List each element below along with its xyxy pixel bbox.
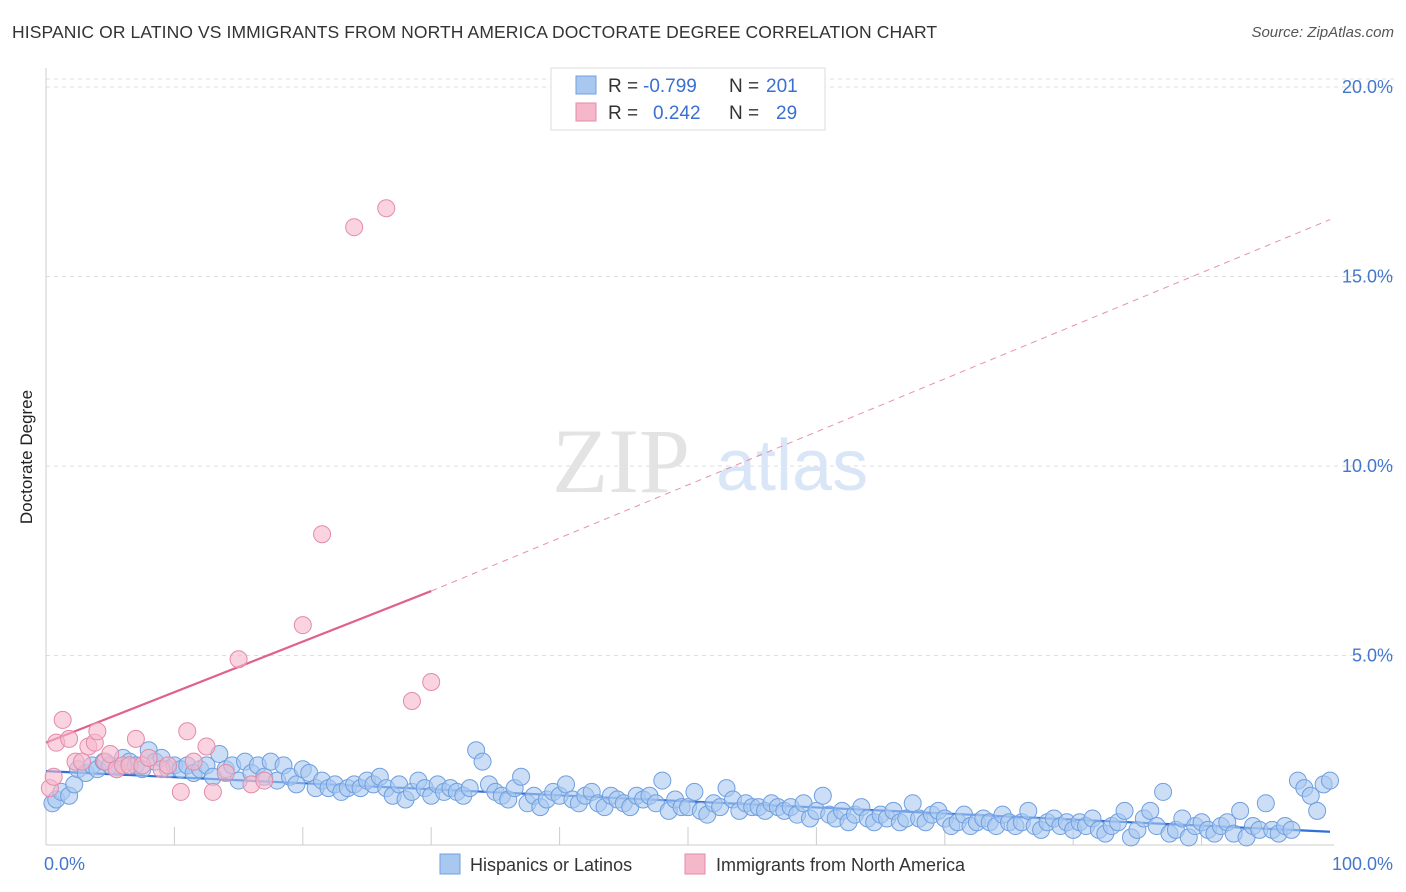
y-axis-title: Doctorate Degree: [17, 390, 36, 524]
series-hispanics-points: [43, 741, 1339, 847]
x-tick-label-max: 100.0%: [1332, 854, 1393, 874]
legend-r-value-pink: 0.242: [653, 103, 701, 124]
hispanics-point-190: [1256, 794, 1275, 813]
hispanics-point-96: [653, 771, 672, 790]
legend-r-label-blue: R =: [608, 76, 638, 97]
immigrants-point-20: [171, 782, 190, 801]
trend-line-immigrants-extension: [431, 219, 1331, 592]
hispanics-point-39: [287, 775, 306, 794]
immigrants-point-1: [44, 767, 63, 786]
y-tick-label-15: 15.0%: [1342, 266, 1393, 286]
hispanics-point-81: [557, 775, 576, 794]
y-tick-label-20: 20.0%: [1342, 77, 1393, 97]
hispanics-point-197: [1301, 786, 1320, 805]
legend-swatch-blue: [575, 75, 597, 95]
axes: [45, 68, 1334, 846]
gridlines: [46, 78, 1394, 845]
watermark-zip: ZIP: [552, 410, 690, 512]
immigrants-point-17: [139, 748, 158, 767]
immigrants-point-11: [101, 745, 120, 764]
immigrants-point-29: [293, 616, 312, 635]
watermark-atlas: atlas: [716, 426, 868, 506]
immigrants-point-23: [197, 737, 216, 756]
hispanics-point-135: [903, 794, 922, 813]
immigrants-point-32: [377, 199, 396, 218]
y-tick-label-5: 5.0%: [1352, 645, 1393, 665]
immigrants-point-22: [184, 752, 203, 771]
hispanics-point-198: [1308, 801, 1327, 820]
watermark: ZIP atlas: [552, 410, 868, 512]
immigrants-point-19: [158, 756, 177, 775]
immigrants-point-3: [53, 710, 72, 729]
legend-swatch-pink: [575, 102, 597, 122]
series-legend: Hispanics or Latinos Immigrants from Nor…: [439, 853, 966, 875]
legend-n-label-blue: N =: [729, 76, 759, 97]
hispanics-point-186: [1231, 801, 1250, 820]
legend-n-label-pink: N =: [729, 103, 759, 124]
trend-lines: [45, 219, 1331, 833]
x-tick-labels: 0.0% 100.0%: [44, 854, 1393, 874]
hispanics-point-153: [1019, 801, 1038, 820]
hispanics-point-66: [460, 779, 479, 798]
y-tick-labels: 5.0% 10.0% 15.0% 20.0%: [1342, 77, 1393, 666]
legend-r-value-blue: -0.799: [643, 76, 697, 97]
bottom-legend-swatch-pink: [684, 853, 706, 875]
hispanics-point-200: [1321, 771, 1339, 790]
hispanics-point-168: [1115, 801, 1134, 820]
source-credit: Source: ZipAtlas.com: [1251, 24, 1394, 41]
immigrants-point-6: [72, 752, 91, 771]
immigrants-point-31: [345, 218, 364, 237]
immigrants-point-28: [255, 771, 274, 790]
immigrants-point-9: [88, 722, 107, 741]
immigrants-point-33: [402, 691, 421, 710]
legend-r-label-pink: R =: [608, 103, 638, 124]
immigrants-point-26: [229, 650, 248, 669]
y-tick-label-10: 10.0%: [1342, 456, 1393, 476]
immigrants-point-21: [178, 722, 197, 741]
immigrants-point-25: [216, 763, 235, 782]
hispanics-point-121: [813, 786, 832, 805]
hispanics-point-74: [512, 767, 531, 786]
immigrants-point-24: [203, 782, 222, 801]
legend-n-value-blue: 201: [766, 76, 798, 97]
legend-n-value-pink: 29: [776, 103, 797, 124]
bottom-legend-label-blue: Hispanics or Latinos: [470, 855, 632, 875]
immigrants-point-15: [126, 729, 145, 748]
hispanics-point-172: [1141, 801, 1160, 820]
series-immigrants-points: [40, 199, 441, 801]
bottom-legend-swatch-blue: [439, 853, 461, 875]
immigrants-point-34: [422, 673, 441, 692]
immigrants-point-30: [313, 525, 332, 544]
hispanics-point-101: [685, 782, 704, 801]
chart-title: HISPANIC OR LATINO VS IMMIGRANTS FROM NO…: [12, 22, 938, 42]
hispanics-point-174: [1154, 782, 1173, 801]
x-tick-label-min: 0.0%: [44, 854, 85, 874]
bottom-legend-label-pink: Immigrants from North America: [716, 855, 966, 875]
correlation-legend: R = -0.799 N = 201 R = 0.242 N = 29: [550, 67, 826, 131]
hispanics-point-194: [1282, 820, 1301, 839]
hispanics-point-68: [473, 752, 492, 771]
immigrants-point-4: [60, 729, 79, 748]
